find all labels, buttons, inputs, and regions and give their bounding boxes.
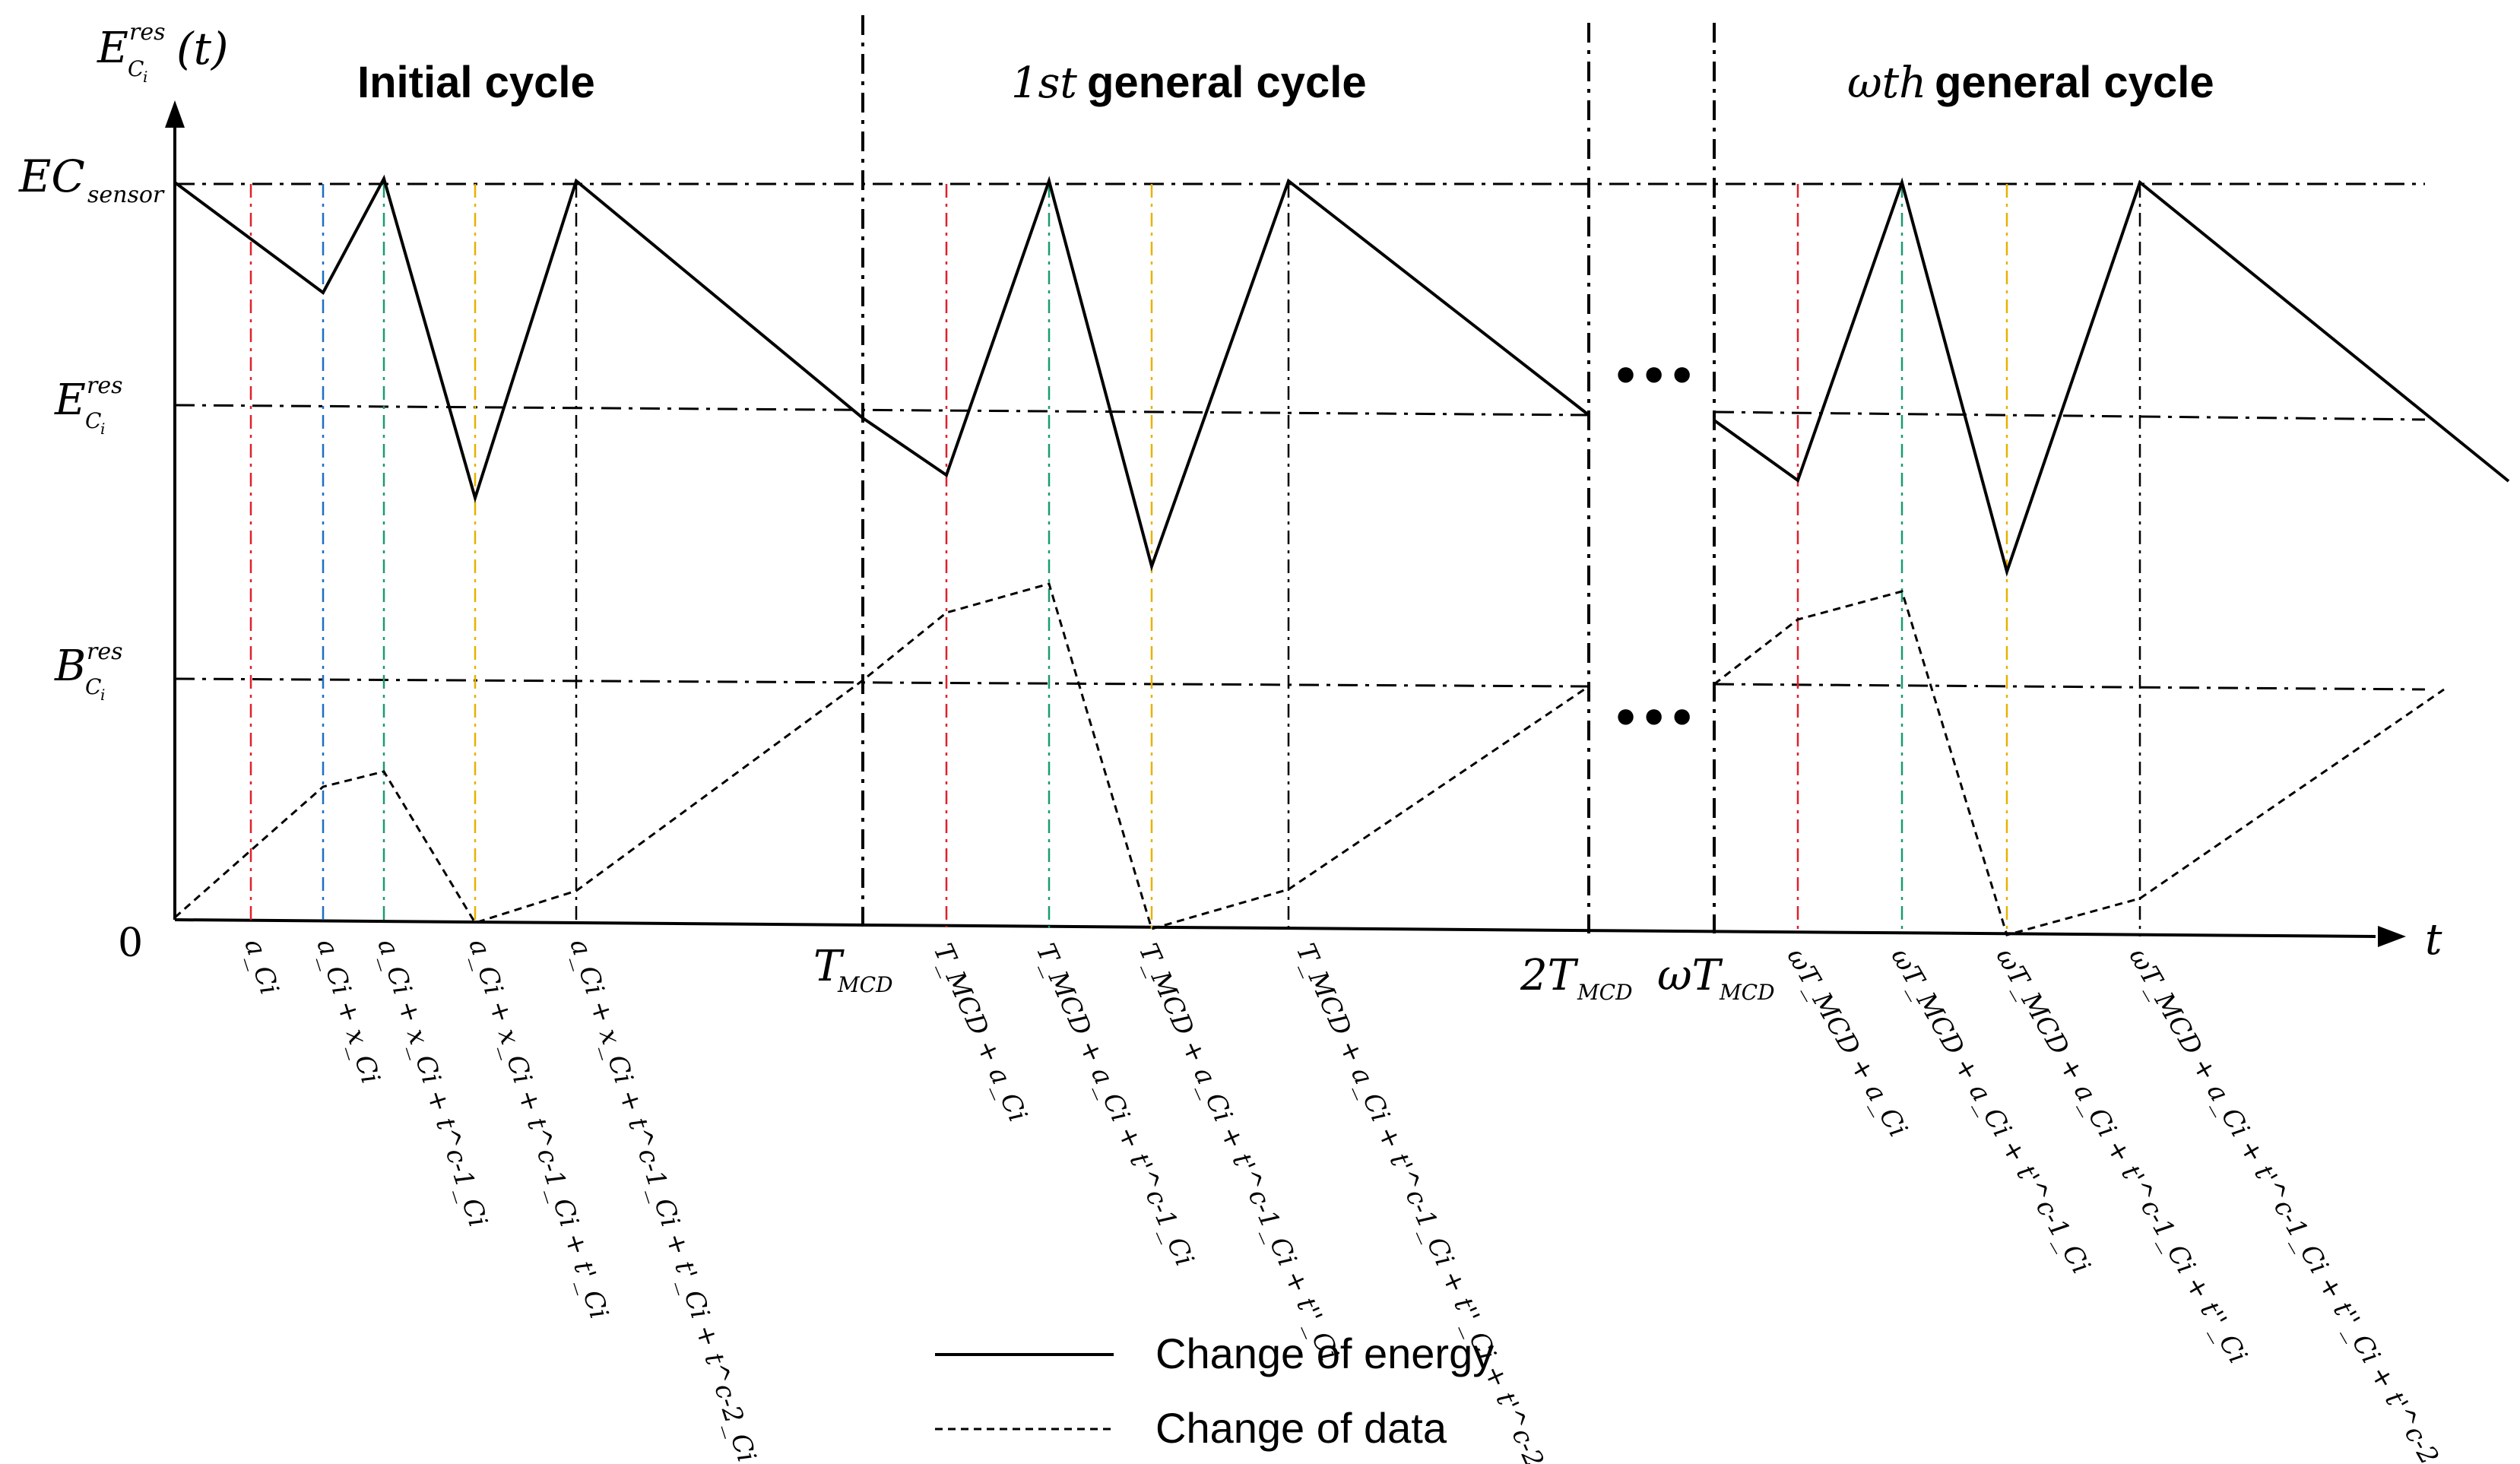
y-axis-label: E res C i (t) [97,19,229,86]
legend: Change of energy Change of data [935,1329,1494,1452]
energy-curve-initial [173,174,1590,572]
tick-label-tmcd-a-t1-tpp: T_MCD + a_Ci + t'^c-1_Ci + t''_Ci [1133,939,1345,1365]
svg-text:T: T [813,942,845,991]
title-omega-cycle-label: general cycle [1935,58,2214,107]
svg-text:sensor: sensor [87,182,165,208]
e-res-level-b [1713,410,2426,421]
x-axis-arrow [2378,926,2406,947]
svg-text:C: C [85,674,101,699]
svg-text:MCD: MCD [1719,980,1775,1005]
svg-text:res: res [87,639,123,665]
ellipsis-data: ••• [1612,692,1696,744]
data-curve-omega [1713,590,2445,936]
label-omega-t-mcd: ωT MCD [1657,951,1775,1005]
ellipsis-energy: ••• [1612,350,1696,402]
tick-label-a-x: a_Ci + x_Ci [310,935,385,1087]
svg-text:i: i [143,68,147,86]
svg-text:C: C [128,56,144,81]
tick-label-tmcd-a-t1-tpp-t2: T_MCD + a_Ci + t'^c-1_Ci + t''_Ci + t'^c… [1290,939,1566,1464]
svg-text:MCD: MCD [1577,980,1633,1005]
svg-text:res: res [87,372,123,399]
x-axis-label: t [2425,915,2442,965]
svg-text:MCD: MCD [837,972,893,997]
origin-label: 0 [118,921,143,966]
label-ec-sensor: EC sensor [18,151,165,208]
title-first-cycle-prefix: 1st [1011,59,1077,108]
cycle-boundaries [861,15,1716,933]
label-e-res: E res C i [54,372,123,438]
tick-label-omega-a-t1: ωT_MCD + a_Ci + t'^c-1_Ci [1884,943,2096,1279]
reference-levels [174,182,2426,691]
event-markers [249,184,2141,936]
svg-text:(t): (t) [176,23,229,74]
title-initial-cycle: Initial cycle [357,58,595,107]
label-b-res: B res C i [54,639,123,704]
svg-text:i: i [100,686,105,704]
svg-text:res: res [129,19,166,46]
tick-label-omega-a-t1-tpp-t2: ωT_MCD + a_Ci + t'^c-1_Ci + t''_Ci + t'^… [2122,943,2465,1464]
tick-label-a: a_Ci [238,935,284,998]
label-t-mcd: T MCD [813,942,893,997]
label-2t-mcd: 2T MCD [1520,951,1633,1005]
tick-label-tmcd-a: T_MCD + a_Ci [927,939,1033,1127]
svg-text:B: B [54,642,86,691]
data-curve-initial [174,582,1590,930]
legend-energy-label: Change of energy [1155,1329,1494,1377]
svg-text:2T: 2T [1520,951,1579,1000]
y-axis-arrow [165,100,185,128]
energy-curve-omega [1713,177,2510,577]
axes [165,100,2406,947]
x-axis [174,918,2376,938]
tick-labels: a_Ci a_Ci + x_Ci a_Ci + x_Ci + t^c-1_Ci … [238,935,2465,1464]
svg-text:E: E [54,376,86,425]
svg-text:C: C [85,408,101,433]
svg-text:i: i [100,420,105,438]
title-first-cycle-label: general cycle [1087,58,1367,107]
svg-text:EC: EC [18,151,85,202]
e-res-level-a [174,404,1590,417]
title-omega-cycle-prefix: ωth [1847,59,1926,108]
tick-label-a-x-t1-tp-t2: a_Ci + x_Ci + t^c-1_Ci + t'_Ci + t^c-2_C… [563,935,762,1464]
svg-text:ωT: ωT [1657,951,1723,1000]
b-res-level-a [174,677,1590,688]
b-res-level-b [1713,683,2426,691]
legend-data-label: Change of data [1155,1404,1447,1452]
svg-text:E: E [97,24,128,73]
